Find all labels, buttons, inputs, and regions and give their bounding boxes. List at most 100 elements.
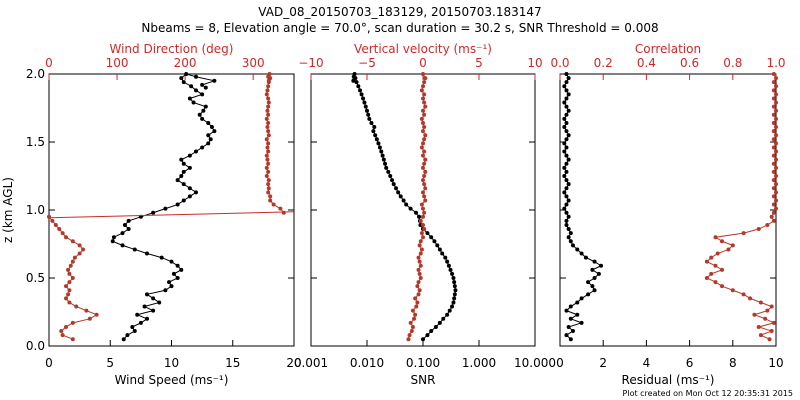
data-point xyxy=(564,222,569,227)
data-point xyxy=(564,308,569,313)
data-point xyxy=(422,194,427,199)
data-point xyxy=(212,78,217,83)
data-point xyxy=(771,137,776,142)
data-point xyxy=(765,308,770,313)
top-axis-label: Wind Direction (deg) xyxy=(110,42,234,56)
data-point xyxy=(64,235,69,240)
y-tick-label: 0.0 xyxy=(26,339,45,353)
data-point xyxy=(151,296,156,301)
data-point xyxy=(266,141,271,146)
data-point xyxy=(566,76,571,81)
data-point xyxy=(50,218,55,223)
data-point xyxy=(60,231,65,236)
data-point xyxy=(208,137,213,142)
data-point xyxy=(417,259,422,264)
data-point xyxy=(765,222,770,227)
data-point xyxy=(66,267,71,272)
data-point xyxy=(575,247,580,252)
data-point xyxy=(564,137,569,142)
data-point xyxy=(264,165,269,170)
data-point xyxy=(435,243,440,248)
data-point xyxy=(422,112,427,117)
data-point xyxy=(432,239,437,244)
data-point xyxy=(422,227,427,232)
data-point xyxy=(167,280,172,285)
data-point xyxy=(145,316,149,321)
data-point xyxy=(422,174,427,178)
data-point xyxy=(187,153,192,158)
data-point xyxy=(586,292,591,297)
data-point xyxy=(415,300,420,305)
top-x-tick-label: 0.2 xyxy=(594,56,613,70)
top-x-tick-label: −5 xyxy=(358,56,376,70)
top-axis-label: Correlation xyxy=(635,42,701,56)
data-point xyxy=(415,284,420,289)
data-point xyxy=(704,259,709,264)
data-point xyxy=(179,157,184,162)
data-point xyxy=(72,255,77,260)
data-point xyxy=(410,308,415,313)
data-point xyxy=(265,88,270,93)
data-point xyxy=(566,92,571,97)
data-point xyxy=(384,165,389,170)
data-point xyxy=(266,120,271,125)
data-point xyxy=(200,145,205,150)
data-point xyxy=(568,304,573,309)
data-point xyxy=(419,247,424,252)
data-point xyxy=(443,255,448,260)
data-point xyxy=(418,276,423,280)
data-point xyxy=(265,145,270,150)
data-point xyxy=(401,198,406,203)
data-point xyxy=(200,116,205,121)
data-point xyxy=(752,312,757,317)
data-point xyxy=(566,182,571,187)
top-x-tick-label: 0.6 xyxy=(680,56,699,70)
y-tick-label: 0.5 xyxy=(26,271,45,285)
data-point xyxy=(189,84,194,89)
data-point xyxy=(566,324,571,329)
data-point xyxy=(570,329,575,334)
data-point xyxy=(423,157,428,162)
data-point xyxy=(132,247,137,252)
data-point xyxy=(774,84,778,89)
data-point xyxy=(419,202,424,207)
data-point xyxy=(64,284,69,289)
data-point xyxy=(599,263,604,268)
data-point xyxy=(376,141,381,146)
data-point xyxy=(421,84,425,89)
x-tick-label: 6 xyxy=(686,356,694,370)
top-x-tick-label: 0.8 xyxy=(723,56,742,70)
data-point xyxy=(84,308,89,313)
data-point xyxy=(769,214,774,219)
data-point xyxy=(417,288,422,293)
data-point xyxy=(53,222,58,227)
data-point xyxy=(266,133,271,138)
data-point xyxy=(87,316,92,321)
data-point xyxy=(564,178,569,183)
data-point xyxy=(200,82,205,87)
data-point xyxy=(562,174,567,178)
data-point xyxy=(730,288,735,293)
data-point xyxy=(771,72,776,76)
data-point xyxy=(126,218,131,223)
data-point xyxy=(266,129,271,134)
data-point xyxy=(771,186,776,191)
data-point xyxy=(564,120,569,125)
data-point xyxy=(266,112,271,117)
y-tick-label: 2.0 xyxy=(26,67,45,81)
data-point xyxy=(163,206,168,211)
data-point xyxy=(194,149,198,154)
data-point xyxy=(281,210,286,215)
data-point xyxy=(715,251,720,256)
data-point xyxy=(452,296,457,301)
data-point xyxy=(423,198,428,203)
data-point xyxy=(197,112,202,117)
data-point xyxy=(67,300,72,305)
data-point xyxy=(191,100,196,105)
data-point xyxy=(70,337,75,342)
data-point xyxy=(774,182,778,187)
data-point xyxy=(771,218,776,223)
data-point xyxy=(416,267,421,272)
data-point xyxy=(769,329,774,334)
data-point xyxy=(145,292,149,297)
